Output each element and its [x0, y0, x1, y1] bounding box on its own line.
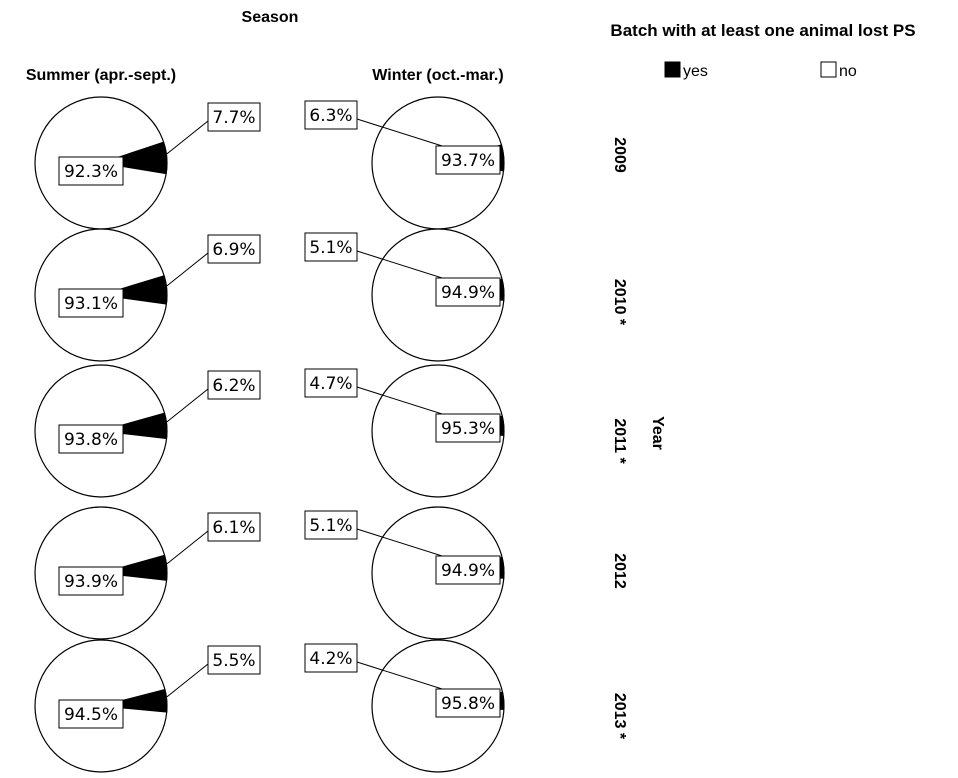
label-box-yes: [207, 645, 261, 675]
row-label-2013: 2013 *: [611, 693, 628, 740]
row-label-2011: 2011 *: [611, 418, 628, 464]
data-label-yes: 5.1%: [309, 238, 352, 258]
pies: 7.7% 92.3% 6.3% 93.7% 6.9% 93.1% 5.1% 94.9% 6.2%…: [34, 96, 505, 773]
data-label-yes: 5.5%: [212, 651, 255, 671]
row-labels: 2009 2010 * 2011 * 2012 2013 *: [611, 137, 628, 740]
row-axis-label: Year: [649, 416, 666, 450]
label-box-yes: [207, 370, 261, 400]
label-box-yes: [207, 512, 261, 542]
pie-summer-1: 7.7% 92.3%: [34, 96, 261, 230]
label-box-no: [435, 555, 501, 585]
data-label-yes: 4.7%: [309, 374, 352, 394]
label-box-yes: [304, 643, 358, 673]
label-box-no: [58, 288, 124, 318]
legend-title: Batch with at least one animal lost PS: [610, 21, 915, 40]
data-label-no: 92.3%: [64, 162, 118, 182]
pie-winter-3: 4.7% 95.3%: [304, 364, 505, 498]
data-label-yes: 6.9%: [212, 240, 255, 260]
pie-winter-2: 5.1% 94.9%: [304, 228, 505, 362]
label-box-no: [58, 424, 124, 454]
label-box-no: [58, 566, 124, 596]
label-box-no: [435, 413, 501, 443]
data-label-no: 93.1%: [64, 294, 118, 314]
data-label-no: 94.5%: [64, 705, 118, 725]
label-box-yes: [207, 102, 261, 132]
pie-summer-3: 6.2% 93.8%: [34, 364, 261, 498]
leader-line-yes: [162, 252, 209, 290]
legend-swatch-no: [820, 61, 837, 78]
label-box-yes: [304, 368, 358, 398]
label-box-no: [58, 699, 124, 729]
data-label-no: 94.9%: [441, 561, 495, 581]
legend: Batch with at least one animal lost PS y…: [610, 21, 915, 80]
label-box-no: [435, 688, 501, 718]
pie-winter-4: 5.1% 94.9%: [304, 506, 505, 640]
data-label-yes: 5.1%: [309, 516, 352, 536]
pie-slice-yes: [100, 141, 168, 175]
leader-line-yes: [162, 530, 209, 568]
data-label-no: 95.8%: [441, 694, 495, 714]
chart-title: Season: [242, 9, 299, 26]
pie-winter-5: 4.2% 95.8%: [304, 639, 505, 773]
leader-line-yes: [162, 120, 209, 158]
label-box-no: [58, 156, 124, 186]
data-label-no: 93.8%: [64, 430, 118, 450]
legend-swatch-yes: [664, 61, 681, 78]
row-label-2012: 2012: [611, 553, 628, 589]
data-label-yes: 4.2%: [309, 649, 352, 669]
column-label-summer: Summer (apr.-sept.): [26, 67, 176, 84]
legend-label-yes: yes: [683, 63, 708, 80]
label-box-no: [435, 145, 501, 175]
data-label-no: 95.3%: [441, 419, 495, 439]
data-label-no: 93.9%: [64, 572, 118, 592]
label-box-no: [435, 277, 501, 307]
data-label-yes: 7.7%: [212, 108, 255, 128]
pie-winter-1: 6.3% 93.7%: [304, 96, 505, 230]
data-label-no: 93.7%: [441, 151, 495, 171]
column-label-winter: Winter (oct.-mar.): [372, 67, 503, 84]
row-label-2009: 2009: [611, 137, 628, 173]
row-label-2010: 2010 *: [611, 279, 628, 326]
legend-label-no: no: [839, 63, 857, 80]
pie-summer-5: 5.5% 94.5%: [34, 639, 261, 773]
label-box-yes: [304, 510, 358, 540]
pie-summer-2: 6.9% 93.1%: [34, 228, 261, 362]
data-label-yes: 6.3%: [309, 106, 352, 126]
data-label-yes: 6.1%: [212, 518, 255, 538]
data-label-yes: 6.2%: [212, 376, 255, 396]
label-box-yes: [304, 100, 358, 130]
label-box-yes: [304, 232, 358, 262]
pie-summer-4: 6.1% 93.9%: [34, 506, 261, 640]
data-label-no: 94.9%: [441, 283, 495, 303]
leader-line-yes: [162, 388, 209, 426]
leader-line-yes: [162, 663, 209, 701]
label-box-yes: [207, 234, 261, 264]
